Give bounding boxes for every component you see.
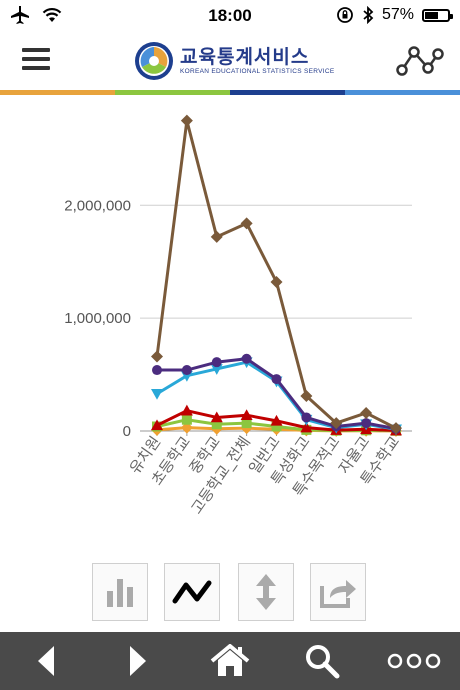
data-point [271, 374, 282, 385]
line-chart-button[interactable] [164, 563, 220, 621]
data-point [330, 417, 343, 430]
battery-icon [422, 8, 453, 22]
data-point [151, 419, 163, 431]
data-point [240, 409, 253, 420]
data-point [152, 365, 162, 376]
data-point [241, 418, 252, 429]
logo-subtitle: KOREAN EDUCATIONAL STATISTICS SERVICE [180, 67, 335, 75]
back-button[interactable] [16, 632, 76, 690]
data-point [211, 419, 222, 430]
data-point [180, 114, 193, 127]
data-point [271, 421, 282, 432]
chart-toolbar [0, 563, 460, 625]
data-point [151, 350, 163, 363]
data-point [181, 414, 192, 425]
stripe-segment [230, 90, 345, 95]
more-button[interactable] [384, 632, 444, 690]
network-share-icon [396, 46, 444, 76]
more-icon [387, 653, 441, 669]
share-button[interactable] [396, 40, 444, 80]
search-button[interactable] [292, 632, 352, 690]
status-right: 57% [336, 6, 453, 24]
data-point [361, 418, 372, 429]
status-bar: 18:00 57% [0, 0, 460, 32]
data-point [211, 357, 222, 368]
export-button[interactable] [310, 563, 366, 621]
sort-arrows-icon [256, 574, 276, 610]
bluetooth-icon [363, 6, 374, 24]
data-point [360, 406, 373, 419]
bar-chart-button[interactable] [92, 563, 148, 621]
data-point [181, 365, 192, 376]
line-chart-icon [172, 580, 212, 604]
export-icon [320, 580, 356, 608]
color-stripe [0, 90, 460, 95]
orientation-lock-icon [337, 7, 353, 23]
status-time: 18:00 [208, 6, 252, 25]
logo[interactable]: 교육통계서비스 KOREAN EDUCATIONAL STATISTICS SE… [134, 40, 335, 82]
data-point [300, 421, 313, 433]
data-point [210, 364, 223, 375]
data-point [301, 412, 312, 423]
data-point [180, 404, 193, 416]
data-point [151, 388, 163, 400]
forward-button[interactable] [108, 632, 168, 690]
stripe-segment [0, 90, 115, 95]
bottom-nav [0, 632, 460, 690]
menu-button[interactable] [22, 48, 50, 74]
stripe-segment [115, 90, 230, 95]
data-point [241, 353, 252, 364]
data-point [240, 217, 253, 230]
forward-icon [130, 646, 146, 676]
battery-percent: 57% [381, 6, 414, 23]
logo-title: 교육통계서비스 [180, 46, 310, 68]
app-header: 교육통계서비스 KOREAN EDUCATIONAL STATISTICS SE… [0, 32, 460, 90]
back-icon [38, 646, 54, 676]
sort-button[interactable] [238, 563, 294, 621]
data-point [390, 422, 402, 435]
line-chart: 01,000,0002,000,000유치원초등학교중학교고등학교_전체일반고특… [64, 114, 412, 518]
y-tick-label: 1,000,000 [64, 310, 131, 327]
home-icon [210, 644, 250, 676]
y-tick-label: 2,000,000 [64, 197, 131, 214]
data-point [210, 411, 223, 423]
bar-chart-icon [107, 579, 133, 607]
wifi-icon [42, 8, 62, 22]
search-icon [306, 645, 340, 679]
logo-emblem-icon [135, 42, 173, 80]
y-tick-label: 0 [123, 423, 131, 440]
status-left [10, 6, 62, 24]
stripe-segment [345, 90, 460, 95]
data-point [210, 230, 223, 243]
data-point [270, 276, 283, 289]
data-point [300, 390, 313, 403]
hamburger-icon [22, 48, 50, 70]
airplane-icon [11, 6, 29, 24]
data-point [270, 414, 283, 426]
home-button[interactable] [200, 632, 260, 690]
